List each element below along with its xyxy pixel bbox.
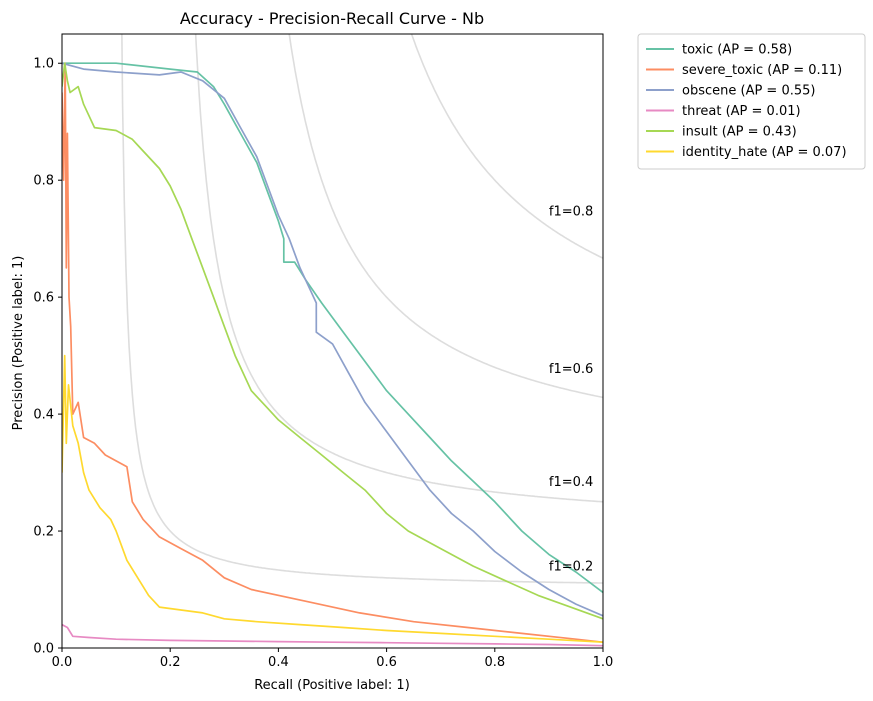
- x-tick-label: 1.0: [593, 655, 614, 670]
- y-tick-label: 1.0: [33, 57, 54, 72]
- series-line: [62, 623, 603, 647]
- y-tick-label: 0.4: [33, 408, 54, 423]
- x-tick-label: 0.8: [484, 655, 505, 670]
- series-line: [62, 62, 603, 620]
- plot-frame: [61, 33, 604, 649]
- series-line: [62, 354, 603, 644]
- y-axis-label: Precision (Positive label: 1): [11, 256, 26, 431]
- legend-entry: insult (AP = 0.43): [682, 125, 797, 140]
- series-line: [62, 62, 603, 617]
- iso-f1-curve: [121, 34, 603, 584]
- y-tick-label: 0.2: [33, 525, 54, 540]
- y-tick-label: 0.0: [33, 642, 54, 657]
- series-line: [62, 62, 603, 644]
- legend: toxic (AP = 0.58) severe_toxic (AP = 0.11…: [637, 33, 866, 170]
- series-lines: [62, 62, 603, 647]
- legend-entry: toxic (AP = 0.58): [682, 43, 792, 58]
- iso-f1-label: f1=0.8: [549, 204, 593, 219]
- iso-f1-label: f1=0.6: [549, 362, 593, 377]
- legend-entry: threat (AP = 0.01): [682, 104, 801, 119]
- x-axis-label: Recall (Positive label: 1): [254, 678, 410, 693]
- legend-box: [637, 33, 866, 170]
- iso-f1-curve: [288, 34, 603, 399]
- y-tick-label: 0.6: [33, 291, 54, 306]
- iso-f1-curves: [121, 34, 603, 584]
- x-tick-label: 0.4: [268, 655, 289, 670]
- iso-f1-label: f1=0.2: [549, 560, 593, 575]
- iso-f1-curve: [410, 34, 603, 259]
- legend-entry: identity_hate (AP = 0.07): [682, 145, 847, 160]
- x-tick-label: 0.2: [160, 655, 181, 670]
- axis-ticks: f1=0.2 f1=0.4 f1=0.6 f1=0.8 0.0 0.2 0.4 0.6 0.8 1…: [33, 57, 613, 670]
- chart-title: Accuracy - Precision-Recall Curve - Nb: [180, 9, 484, 28]
- iso-f1-curve: [194, 34, 603, 503]
- legend-entry: severe_toxic (AP = 0.11): [682, 63, 842, 78]
- x-tick-label: 0.0: [52, 655, 73, 670]
- iso-f1-label: f1=0.4: [549, 475, 593, 490]
- legend-entry: obscene (AP = 0.55): [682, 84, 815, 99]
- x-tick-label: 0.6: [376, 655, 397, 670]
- series-line: [62, 62, 603, 594]
- y-tick-label: 0.8: [33, 174, 54, 189]
